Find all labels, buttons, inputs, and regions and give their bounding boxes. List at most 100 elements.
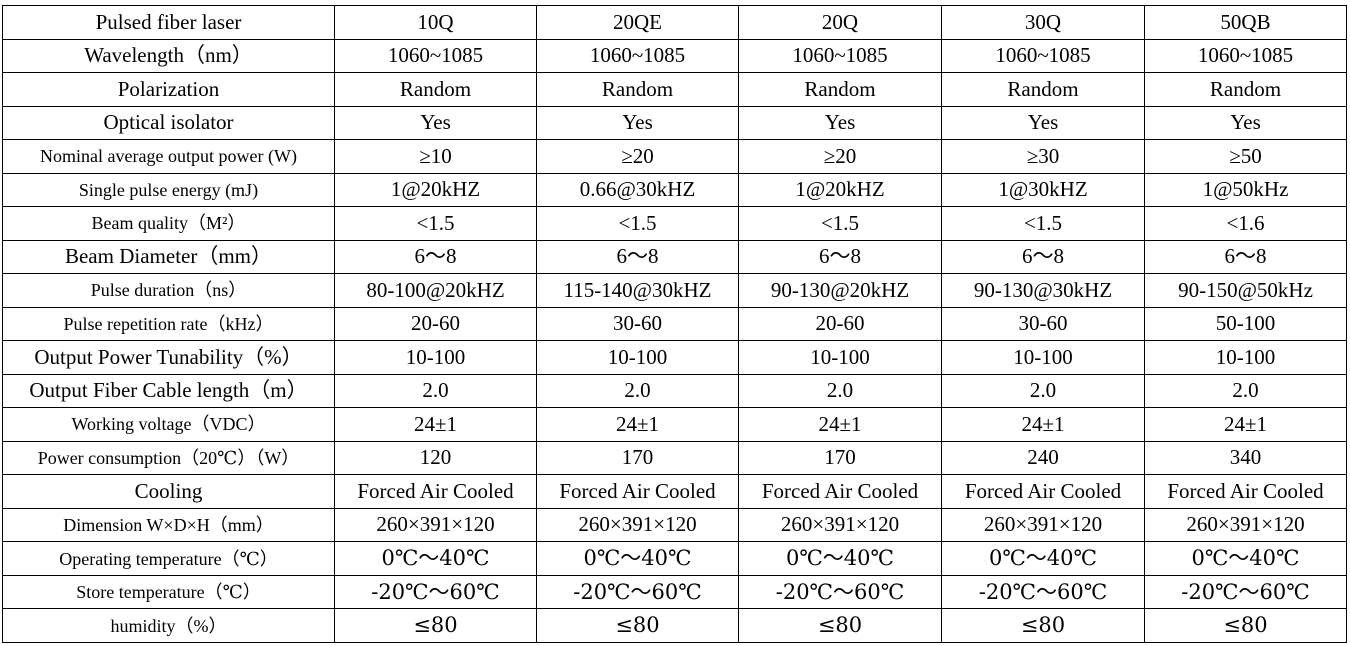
- table-cell: 90-130@20kHZ: [738, 273, 942, 308]
- table-cell: 50-100: [1144, 306, 1347, 342]
- table-cell: 10-100: [1144, 340, 1347, 375]
- table-row: Power consumption（20℃）（W） 120 170 170 24…: [2, 440, 1347, 476]
- table-cell: -20℃～60℃: [334, 574, 537, 610]
- table-cell: 30-60: [536, 306, 739, 342]
- table-cell: 340: [1144, 440, 1347, 476]
- spec-table: Pulsed fiber laser 10Q 20QE 20Q 30Q 50QB…: [2, 5, 1347, 643]
- table-cell: 1@50kHz: [1144, 172, 1347, 208]
- table-cell: 115-140@30kHZ: [536, 273, 739, 308]
- table-cell: -20℃～60℃: [738, 574, 942, 610]
- table-cell: 6～8: [738, 239, 942, 275]
- table-cell: Random: [1144, 72, 1347, 107]
- table-cell: 2.0: [334, 373, 537, 409]
- table-cell: 1060~1085: [536, 38, 739, 74]
- table-cell: -20℃～60℃: [941, 574, 1145, 610]
- table-cell: 6～8: [536, 239, 739, 275]
- table-cell: 0℃～40℃: [536, 541, 739, 576]
- table-cell: Random: [738, 72, 942, 107]
- table-cell: 2.0: [536, 373, 739, 409]
- row-label: Power consumption（20℃）（W）: [2, 440, 335, 476]
- table-row: Optical isolator Yes Yes Yes Yes Yes: [2, 105, 1347, 141]
- table-row: Store temperature（℃） -20℃～60℃ -20℃～60℃ -…: [2, 574, 1347, 610]
- table-row: Single pulse energy (mJ) 1@20kHZ 0.66@30…: [2, 172, 1347, 208]
- table-cell: 20-60: [334, 306, 537, 342]
- header-label: Pulsed fiber laser: [2, 5, 335, 40]
- table-row: Polarization Random Random Random Random…: [2, 72, 1347, 107]
- table-cell: Forced Air Cooled: [738, 474, 942, 509]
- table-cell: Forced Air Cooled: [1144, 474, 1347, 509]
- table-cell: 2.0: [738, 373, 942, 409]
- row-label: Pulse repetition rate（kHz）: [2, 306, 335, 342]
- table-cell: Random: [941, 72, 1145, 107]
- table-cell: 90-130@30kHZ: [941, 273, 1145, 308]
- table-cell: Forced Air Cooled: [334, 474, 537, 509]
- table-row: Pulse repetition rate（kHz） 20-60 30-60 2…: [2, 306, 1347, 342]
- table-cell: 1060~1085: [334, 38, 537, 74]
- table-cell: 24±1: [334, 407, 537, 442]
- row-label: Polarization: [2, 72, 335, 107]
- table-cell: Yes: [1144, 105, 1347, 141]
- table-cell: ≥20: [536, 139, 739, 174]
- table-cell: 0℃～40℃: [334, 541, 537, 576]
- table-cell: <1.5: [738, 206, 942, 241]
- table-cell: Yes: [738, 105, 942, 141]
- table-row: Cooling Forced Air Cooled Forced Air Coo…: [2, 474, 1347, 509]
- table-cell: 1@30kHZ: [941, 172, 1145, 208]
- table-cell: ≤80: [334, 608, 537, 643]
- table-row: Output Power Tunability（%） 10-100 10-100…: [2, 340, 1347, 375]
- table-row: humidity（%） ≤80 ≤80 ≤80 ≤80 ≤80: [2, 608, 1347, 643]
- row-label: Cooling: [2, 474, 335, 509]
- table-cell: 240: [941, 440, 1145, 476]
- table-cell: 24±1: [738, 407, 942, 442]
- table-cell: ≤80: [941, 608, 1145, 643]
- table-row: Output Fiber Cable length（m） 2.0 2.0 2.0…: [2, 373, 1347, 409]
- table-cell: ≤80: [1144, 608, 1347, 643]
- table-cell: 260×391×120: [941, 507, 1145, 543]
- table-cell: 2.0: [941, 373, 1145, 409]
- table-cell: 6～8: [941, 239, 1145, 275]
- model-20q: 20Q: [738, 5, 942, 40]
- table-cell: 1060~1085: [941, 38, 1145, 74]
- row-label: Beam Diameter（mm）: [2, 239, 335, 275]
- table-cell: 20-60: [738, 306, 942, 342]
- row-label: Wavelength（nm）: [2, 38, 335, 74]
- model-50qb: 50QB: [1144, 5, 1347, 40]
- table-cell: <1.5: [536, 206, 739, 241]
- table-cell: 2.0: [1144, 373, 1347, 409]
- table-cell: 10-100: [738, 340, 942, 375]
- table-cell: ≤80: [536, 608, 739, 643]
- table-cell: 0℃～40℃: [941, 541, 1145, 576]
- header-row: Pulsed fiber laser 10Q 20QE 20Q 30Q 50QB: [2, 5, 1347, 40]
- table-cell: 260×391×120: [536, 507, 739, 543]
- table-cell: <1.5: [334, 206, 537, 241]
- row-label: Output Power Tunability（%）: [2, 340, 335, 375]
- table-row: Operating temperature（℃） 0℃～40℃ 0℃～40℃ 0…: [2, 541, 1347, 576]
- table-cell: 24±1: [536, 407, 739, 442]
- table-cell: <1.6: [1144, 206, 1347, 241]
- row-label: Single pulse energy (mJ): [2, 172, 335, 208]
- table-row: Working voltage（VDC） 24±1 24±1 24±1 24±1…: [2, 407, 1347, 442]
- table-cell: Yes: [334, 105, 537, 141]
- table-cell: 1060~1085: [738, 38, 942, 74]
- table-cell: 24±1: [1144, 407, 1347, 442]
- table-row: Beam Diameter（mm） 6～8 6～8 6～8 6～8 6～8: [2, 239, 1347, 275]
- row-label: Output Fiber Cable length（m）: [2, 373, 335, 409]
- table-row: Wavelength（nm） 1060~1085 1060~1085 1060~…: [2, 38, 1347, 74]
- table-cell: Forced Air Cooled: [941, 474, 1145, 509]
- table-cell: Yes: [536, 105, 739, 141]
- row-label: Working voltage（VDC）: [2, 407, 335, 442]
- model-30q: 30Q: [941, 5, 1145, 40]
- table-cell: 120: [334, 440, 537, 476]
- table-row: Nominal average output power (W) ≥10 ≥20…: [2, 139, 1347, 174]
- table-cell: 10-100: [334, 340, 537, 375]
- table-cell: 170: [738, 440, 942, 476]
- table-cell: -20℃～60℃: [1144, 574, 1347, 610]
- table-cell: 80-100@20kHZ: [334, 273, 537, 308]
- table-cell: 10-100: [941, 340, 1145, 375]
- table-cell: 30-60: [941, 306, 1145, 342]
- table-cell: ≥20: [738, 139, 942, 174]
- model-20qe: 20QE: [536, 5, 739, 40]
- row-label: Nominal average output power (W): [2, 139, 335, 174]
- table-cell: 90-150@50kHz: [1144, 273, 1347, 308]
- table-cell: 0℃～40℃: [1144, 541, 1347, 576]
